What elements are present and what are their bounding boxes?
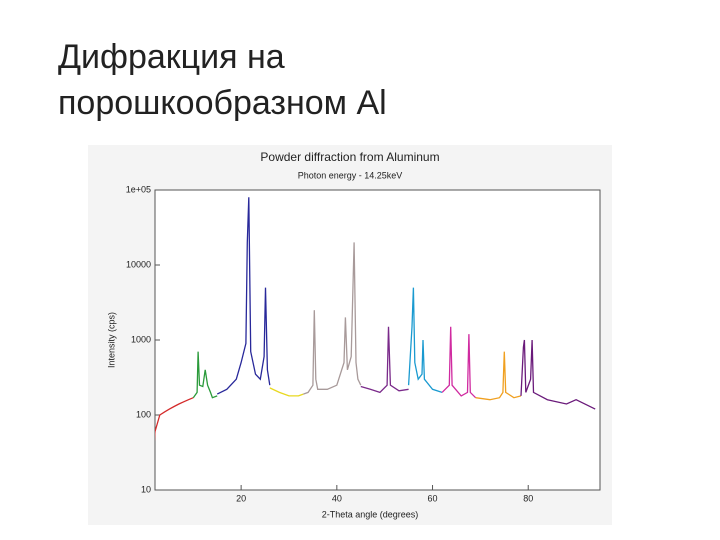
data-line: [155, 397, 194, 442]
title-line: Дифракция на: [58, 38, 285, 76]
y-axis-label: Intensity (cps): [106, 312, 116, 368]
slide-title: Дифракция на порошкообразном Al: [58, 34, 387, 126]
data-line: [441, 326, 477, 399]
chart-title: Powder diffraction from Aluminum: [260, 150, 439, 164]
y-tick-label: 1000: [131, 334, 151, 344]
x-tick-label: 80: [523, 493, 533, 503]
chart-subtitle: Photon energy - 14.25keV: [298, 170, 403, 180]
data-line: [475, 351, 522, 401]
y-tick-label: 10000: [126, 259, 151, 269]
title-line: порошкообразном Al: [58, 84, 387, 122]
data-line: [520, 339, 596, 410]
y-tick-label: 10: [141, 484, 151, 494]
data-line: [192, 351, 218, 399]
x-tick-label: 40: [332, 493, 342, 503]
x-tick-label: 20: [236, 493, 246, 503]
plot-area: [154, 189, 601, 491]
y-tick-label: 100: [136, 409, 151, 419]
x-axis-label: 2-Theta angle (degrees): [322, 509, 419, 519]
y-tick-label: 1e+05: [126, 184, 151, 194]
data-line: [407, 287, 443, 394]
data-line: [216, 197, 271, 395]
x-tick-label: 60: [428, 493, 438, 503]
data-line: [269, 387, 304, 397]
data-line: [303, 242, 362, 395]
data-line: [360, 326, 409, 394]
